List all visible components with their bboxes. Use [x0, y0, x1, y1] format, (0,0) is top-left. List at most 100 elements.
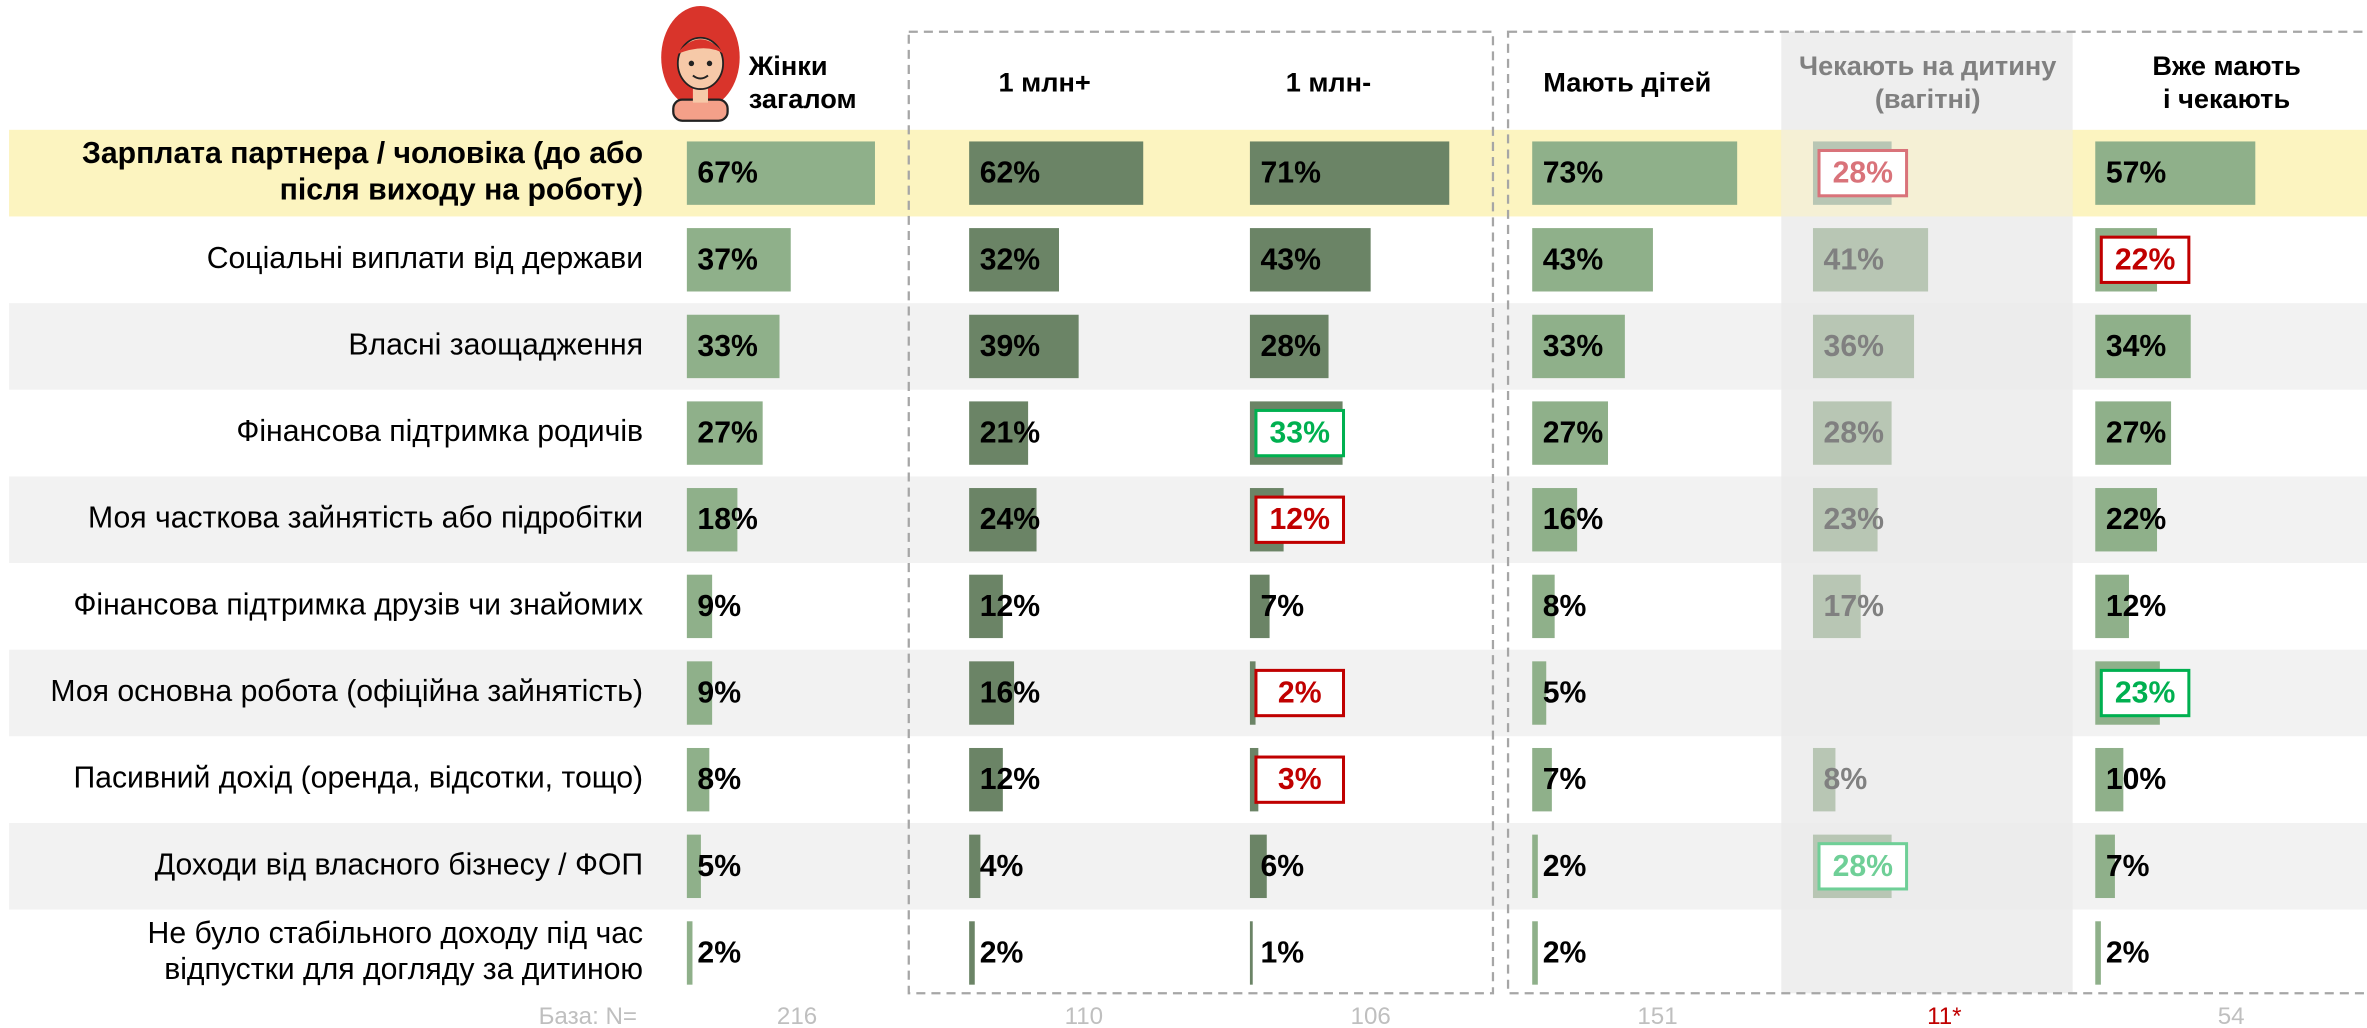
bar	[1249, 747, 1259, 812]
category-label: Не було стабільного доходу під час відпус…	[148, 917, 644, 986]
value-label: 32%	[980, 243, 1041, 276]
value-label: 5%	[697, 850, 741, 883]
bar	[2095, 747, 2124, 812]
base-value: 216	[777, 1003, 817, 1028]
bar	[686, 834, 701, 899]
value-label: 36%	[1824, 330, 1885, 363]
bar	[969, 834, 981, 899]
bar	[686, 228, 791, 292]
category-label: Фінансова підтримка родичів	[236, 415, 643, 448]
value-label: 33%	[697, 330, 758, 363]
value-label: 12%	[1270, 503, 1331, 536]
label-box	[2099, 235, 2191, 284]
bar	[969, 228, 1059, 292]
bar	[1249, 314, 1329, 379]
value-label: 28%	[1833, 157, 1894, 190]
value-label: 62%	[980, 157, 1041, 190]
bar	[1532, 401, 1609, 465]
value-label: 43%	[1260, 243, 1321, 276]
bar	[969, 574, 1003, 639]
value-label: 21%	[980, 417, 1041, 450]
value-label: 34%	[2106, 330, 2167, 363]
value-label: 67%	[697, 157, 758, 190]
bar	[1812, 314, 1915, 379]
bar	[2095, 314, 2191, 379]
bar	[1532, 314, 1625, 379]
bar	[1532, 141, 1738, 205]
label-box	[1254, 755, 1346, 804]
value-label: 2%	[2106, 936, 2150, 969]
bar	[686, 661, 713, 725]
category-label: Моя часткова зайнятість або підробітки	[88, 502, 643, 535]
bar	[686, 921, 693, 985]
group-frame	[1506, 30, 2367, 995]
value-label: 8%	[1543, 590, 1587, 623]
bar	[1249, 574, 1270, 639]
value-label: 43%	[1543, 243, 1604, 276]
bar	[1249, 661, 1256, 725]
value-label: 27%	[2106, 417, 2167, 450]
bar	[969, 488, 1037, 552]
value-label: 16%	[1543, 503, 1604, 536]
bar	[1532, 488, 1578, 552]
value-label: 41%	[1824, 243, 1885, 276]
bar	[1812, 574, 1861, 639]
bar	[686, 488, 738, 552]
category-label: Фінансова підтримка друзів чи знайомих	[73, 588, 643, 621]
bar	[2095, 834, 2115, 899]
bar	[969, 661, 1015, 725]
bar	[1812, 747, 1836, 812]
column-header: Чекають на дитину (вагітні)	[1799, 50, 2056, 114]
bar	[1812, 488, 1878, 552]
value-label: 2%	[1543, 850, 1587, 883]
value-label: 7%	[1543, 763, 1587, 796]
column-header: Вже мають і чекають	[2152, 50, 2301, 114]
bar	[1812, 228, 1929, 292]
base-value: 110	[1065, 1003, 1104, 1028]
value-label: 12%	[980, 590, 1041, 623]
base-value: 54	[2218, 1003, 2245, 1028]
bar	[686, 574, 713, 639]
value-label: 23%	[1824, 503, 1885, 536]
value-label: 27%	[697, 417, 758, 450]
label-box	[2099, 668, 2191, 718]
value-label: 22%	[2115, 243, 2176, 276]
value-label: 39%	[980, 330, 1041, 363]
value-label: 18%	[697, 503, 758, 536]
bar	[686, 141, 875, 205]
value-label: 16%	[980, 677, 1041, 710]
bar	[969, 401, 1029, 465]
value-label: 2%	[1278, 677, 1322, 710]
category-label: Власні заощадження	[348, 328, 643, 361]
column-header: Мають дітей	[1543, 67, 1711, 98]
value-label: 5%	[1543, 677, 1587, 710]
content: Зарплата партнера / чоловіка (до або післ…	[50, 50, 2300, 1028]
value-label: 2%	[697, 936, 741, 969]
bar	[1249, 834, 1267, 899]
bar	[2095, 921, 2101, 985]
bar	[1812, 401, 1892, 465]
woman-icon	[661, 6, 740, 122]
bar	[1532, 574, 1555, 639]
bar	[1532, 228, 1653, 292]
category-label: Соціальні виплати від держави	[207, 242, 643, 275]
bar	[686, 314, 780, 379]
bar	[1532, 921, 1538, 985]
value-label: 28%	[1824, 417, 1885, 450]
column-header: Жінки загалом	[748, 50, 857, 114]
bar	[1249, 921, 1253, 985]
value-label: 73%	[1543, 157, 1604, 190]
value-label: 12%	[2106, 590, 2167, 623]
column-header: 1 млн-	[1286, 67, 1371, 98]
group-frame	[907, 30, 1495, 995]
value-label: 17%	[1824, 590, 1885, 623]
base-label: База: N=	[539, 1003, 637, 1028]
bar	[686, 401, 763, 465]
value-label: 24%	[980, 503, 1041, 536]
value-label: 2%	[1543, 936, 1587, 969]
value-label: 9%	[697, 590, 741, 623]
value-label: 7%	[2106, 850, 2150, 883]
category-label: Пасивний дохід (оренда, відсотки, тощо)	[73, 762, 643, 795]
label-box	[1254, 408, 1346, 458]
